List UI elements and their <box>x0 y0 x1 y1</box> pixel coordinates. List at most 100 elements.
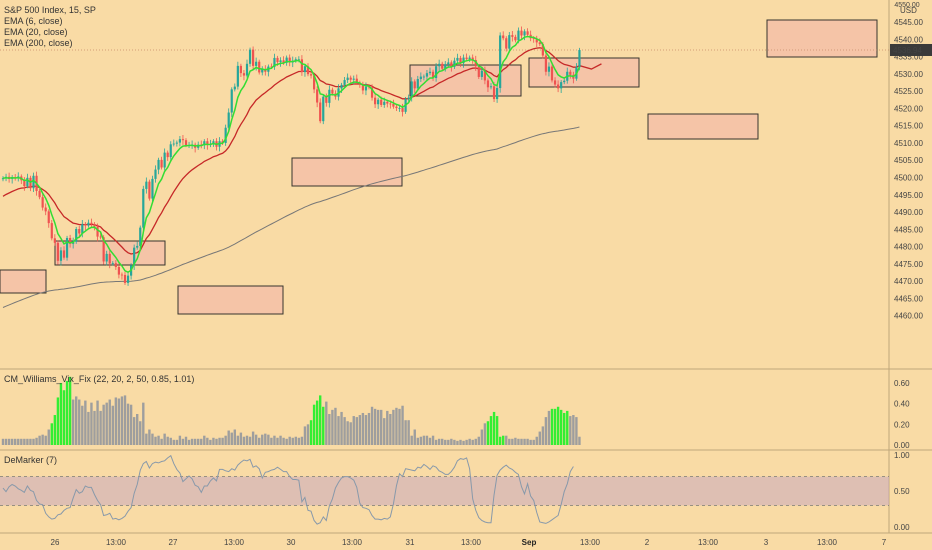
candle[interactable] <box>468 57 471 59</box>
candle[interactable] <box>355 78 358 83</box>
candle[interactable] <box>248 49 252 64</box>
candle[interactable] <box>123 274 127 283</box>
candle[interactable] <box>242 73 246 76</box>
ema6-legend[interactable]: EMA (6, close) <box>4 16 63 26</box>
candle[interactable] <box>410 81 413 98</box>
candle[interactable] <box>413 81 416 89</box>
candle[interactable] <box>32 175 35 189</box>
candle[interactable] <box>53 238 56 243</box>
candle[interactable] <box>483 70 486 81</box>
candle[interactable] <box>374 97 377 105</box>
candle[interactable] <box>279 60 282 63</box>
candle[interactable] <box>563 80 566 83</box>
candle[interactable] <box>108 253 111 264</box>
candle[interactable] <box>447 62 450 65</box>
candle[interactable] <box>511 35 514 37</box>
candle[interactable] <box>142 188 145 228</box>
candle[interactable] <box>395 106 398 109</box>
candle[interactable] <box>328 89 331 103</box>
candle[interactable] <box>276 57 279 63</box>
candle[interactable] <box>560 82 563 89</box>
candle[interactable] <box>422 76 425 78</box>
candle[interactable] <box>380 99 383 105</box>
candle[interactable] <box>56 242 59 261</box>
candle[interactable] <box>157 159 160 170</box>
candle[interactable] <box>255 61 258 66</box>
candle[interactable] <box>508 35 511 49</box>
candle[interactable] <box>523 31 526 36</box>
candle[interactable] <box>1 178 5 180</box>
candle[interactable] <box>499 35 502 89</box>
candle[interactable] <box>258 61 261 73</box>
candle[interactable] <box>550 66 554 81</box>
candle[interactable] <box>462 57 465 64</box>
candle[interactable] <box>459 57 462 64</box>
candle[interactable] <box>78 228 81 234</box>
candle[interactable] <box>416 79 419 89</box>
candle[interactable] <box>517 30 520 41</box>
candle[interactable] <box>50 223 53 239</box>
candle[interactable] <box>126 275 130 283</box>
candle[interactable] <box>346 77 349 81</box>
candle[interactable] <box>578 49 581 68</box>
candle[interactable] <box>325 96 328 103</box>
vix-legend[interactable]: CM_Williams_Vix_Fix (22, 20, 2, 50, 0.85… <box>4 374 195 384</box>
candle[interactable] <box>261 69 264 73</box>
candle[interactable] <box>343 80 346 85</box>
candle[interactable] <box>300 59 303 73</box>
candle[interactable] <box>453 60 456 67</box>
candle[interactable] <box>532 38 535 40</box>
candle[interactable] <box>224 127 227 143</box>
candle[interactable] <box>233 86 236 90</box>
candle[interactable] <box>340 84 343 89</box>
candle[interactable] <box>474 60 477 67</box>
candle[interactable] <box>502 35 505 39</box>
candle[interactable] <box>303 66 307 73</box>
candle[interactable] <box>184 140 188 146</box>
candle[interactable] <box>245 63 249 76</box>
candle[interactable] <box>370 87 374 98</box>
candle[interactable] <box>541 44 544 56</box>
candle[interactable] <box>309 74 313 76</box>
candle[interactable] <box>438 63 441 67</box>
ema20-legend[interactable]: EMA (20, close) <box>4 27 68 37</box>
candle[interactable] <box>59 250 63 261</box>
candle[interactable] <box>450 62 453 67</box>
candle[interactable] <box>489 86 493 88</box>
candle[interactable] <box>407 97 410 100</box>
candle[interactable] <box>383 101 386 105</box>
candle[interactable] <box>169 144 172 158</box>
demarker-legend[interactable]: DeMarker (7) <box>4 455 58 465</box>
candle[interactable] <box>175 142 178 144</box>
candle[interactable] <box>441 63 444 69</box>
candle[interactable] <box>41 197 44 208</box>
candle[interactable] <box>102 237 105 262</box>
candle[interactable] <box>163 152 166 168</box>
candle[interactable] <box>81 224 84 234</box>
candle[interactable] <box>401 108 404 112</box>
candle[interactable] <box>65 237 69 258</box>
candle[interactable] <box>151 178 154 199</box>
candle[interactable] <box>75 228 78 242</box>
candle[interactable] <box>386 101 389 104</box>
candle[interactable] <box>136 245 139 248</box>
candle[interactable] <box>319 102 322 122</box>
candle[interactable] <box>322 96 325 122</box>
candle[interactable] <box>419 76 422 80</box>
candle[interactable] <box>392 103 395 107</box>
ema200-legend[interactable]: EMA (200, close) <box>4 38 73 48</box>
candle[interactable] <box>99 236 102 238</box>
candle[interactable] <box>282 60 285 63</box>
candle[interactable] <box>331 89 334 94</box>
candle[interactable] <box>252 49 255 66</box>
candle[interactable] <box>38 190 41 198</box>
candle[interactable] <box>444 64 447 69</box>
candle[interactable] <box>520 30 523 36</box>
candle[interactable] <box>133 247 136 266</box>
candle[interactable] <box>557 84 560 89</box>
candle[interactable] <box>120 274 124 276</box>
candle[interactable] <box>87 222 90 226</box>
candle[interactable] <box>69 237 72 244</box>
candle[interactable] <box>526 31 529 35</box>
candle[interactable] <box>492 86 496 100</box>
